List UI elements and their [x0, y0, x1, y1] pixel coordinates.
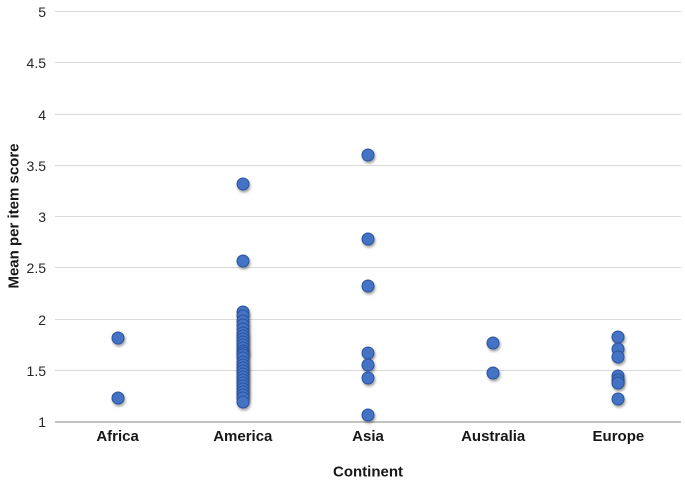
gridline [55, 113, 681, 115]
data-point [361, 148, 375, 161]
y-tick-label: 1.5 [26, 362, 46, 379]
data-point [486, 336, 500, 350]
x-axis-title: Continent [333, 463, 403, 481]
y-tick-label: 3.5 [26, 157, 46, 174]
data-point [611, 330, 625, 344]
data-point [361, 232, 375, 246]
data-point [361, 371, 375, 385]
y-tick-label: 2.5 [26, 260, 46, 277]
data-point [611, 392, 625, 406]
y-tick-label: 5 [38, 4, 46, 20]
y-tick-label: 4 [38, 106, 46, 123]
data-point [361, 408, 375, 422]
data-point [236, 254, 250, 268]
x-category-label: Europe [592, 428, 645, 445]
data-point [111, 391, 125, 405]
gridline [55, 62, 681, 64]
y-tick-label: 2 [38, 311, 46, 328]
gridline [55, 318, 681, 320]
gridline [55, 216, 681, 217]
data-point [111, 331, 125, 345]
y-tick-label: 1 [38, 414, 46, 430]
x-category-label: Australia [461, 428, 526, 445]
y-tick-label: 3 [38, 209, 46, 225]
data-point [611, 350, 625, 364]
data-point [236, 395, 250, 409]
data-point [361, 358, 375, 372]
data-point [361, 279, 375, 293]
gridline [55, 267, 681, 269]
gridline [55, 11, 681, 12]
data-point [486, 366, 500, 380]
x-category-label: Africa [96, 428, 139, 445]
y-tick-label: 4.5 [26, 55, 46, 72]
data-point [236, 177, 250, 191]
x-category-label: Asia [352, 428, 384, 445]
gridline [55, 164, 681, 166]
x-axis-line [55, 421, 681, 423]
x-category-label: America [213, 428, 273, 445]
data-point [611, 376, 625, 390]
